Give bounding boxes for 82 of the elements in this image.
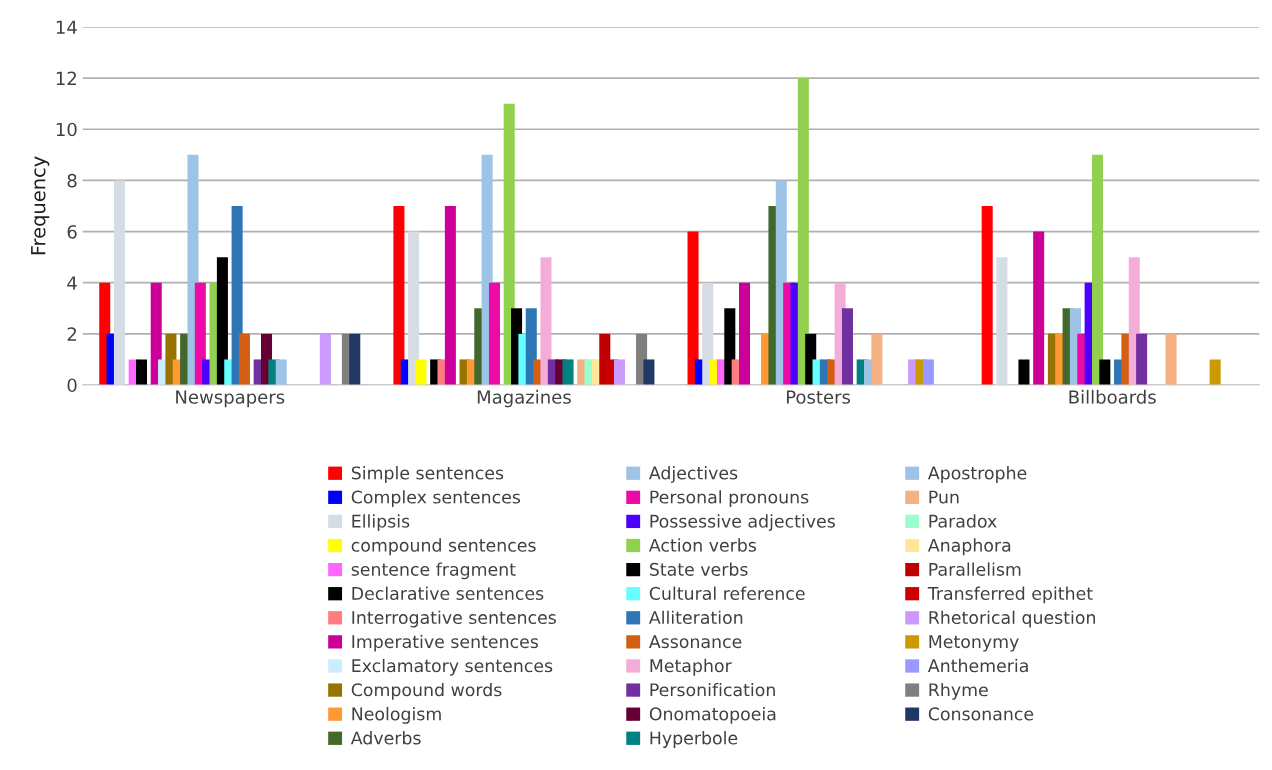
legend-label: Metaphor (650, 658, 732, 676)
bar (275, 359, 287, 385)
bar (1165, 333, 1177, 385)
legend-label: Anaphora (927, 538, 1011, 556)
bar (415, 359, 427, 385)
legend-label: Cultural reference (649, 586, 805, 600)
legend-label: Apostrophe (927, 466, 1027, 483)
legend-label: State verbs (649, 562, 748, 576)
bar (1136, 333, 1148, 385)
y-tick-label: 4 (67, 276, 77, 290)
bar (739, 282, 751, 385)
bar (981, 205, 993, 385)
x-tick-label: Posters (786, 390, 851, 404)
bar (1033, 231, 1045, 385)
x-tick-label: Magazines (477, 389, 571, 408)
legend-label: Anthemeria (927, 658, 1028, 673)
legend-label: Assonance (648, 635, 742, 649)
bar (1018, 359, 1030, 385)
bar (687, 231, 699, 385)
bar (1209, 359, 1221, 385)
y-tick-label: 10 (56, 122, 77, 137)
bar (1091, 154, 1104, 385)
bar (150, 282, 162, 385)
bar (797, 78, 809, 385)
legend-label: Imperative sentences (352, 634, 538, 652)
legend-label: Possessive adjectives (650, 514, 835, 532)
legend-label: Adverbs (350, 731, 421, 745)
legend-label: Rhetorical question (929, 610, 1095, 628)
bar (1099, 359, 1111, 385)
bar (135, 359, 148, 385)
x-tick-label: Newspapers (176, 390, 285, 408)
bar (444, 205, 456, 385)
legend-label: Metonymy (929, 635, 1019, 652)
y-tick-label: 6 (67, 225, 77, 239)
bar (643, 359, 655, 385)
x-tick-label: Billboards (1069, 389, 1156, 404)
legend-label: Parallelism (929, 562, 1021, 576)
legend-label: Pun (929, 490, 959, 504)
bar (996, 257, 1008, 385)
bar (702, 282, 714, 385)
y-tick-label: 8 (67, 173, 77, 188)
y-axis-title: Frequency (31, 156, 50, 255)
legend-label: Paradox (929, 514, 997, 528)
y-tick-label: 0 (67, 378, 77, 393)
bar (319, 333, 331, 385)
legend-label: Compound words (351, 682, 502, 700)
legend-label: Exclamatory sentences (352, 658, 553, 676)
bar (488, 282, 501, 385)
legend-label: Complex sentences (351, 490, 521, 507)
bar (841, 308, 853, 385)
bar (216, 257, 228, 385)
legend-label: Personal pronouns (650, 490, 809, 507)
bar (238, 333, 250, 385)
legend-label: Hyperbole (650, 731, 738, 748)
bar (349, 333, 361, 385)
legend-label: Adjectives (648, 466, 738, 483)
legend-label: sentence fragment (351, 562, 516, 580)
legend-label: Rhyme (929, 682, 988, 700)
legend-label: Declarative sentences (352, 586, 544, 600)
bar (194, 282, 206, 385)
bar (540, 257, 552, 385)
bar (871, 333, 883, 385)
bar (613, 359, 626, 385)
legend-label: Simple sentences (351, 466, 504, 483)
bar (393, 205, 405, 385)
legend-label: Personification (650, 682, 775, 697)
bar (113, 180, 125, 385)
bar (922, 359, 934, 385)
legend-label: Transferred epithet (927, 586, 1093, 604)
legend-label: compound sentences (351, 538, 536, 556)
legend-label: Neologism (352, 707, 441, 724)
bar (408, 231, 420, 385)
legend-label: Onomatopoeia (649, 707, 776, 724)
bar (562, 359, 574, 385)
y-tick-label: 12 (56, 71, 77, 85)
legend-label: Interrogative sentences (352, 610, 556, 628)
legend-label: Consonance (928, 707, 1034, 721)
legend-label: Ellipsis (352, 514, 410, 532)
y-tick-label: 14 (56, 20, 77, 34)
legend-label: Action verbs (648, 538, 757, 552)
y-tick-label: 2 (67, 327, 77, 341)
legend-label: Alliteration (648, 610, 743, 625)
